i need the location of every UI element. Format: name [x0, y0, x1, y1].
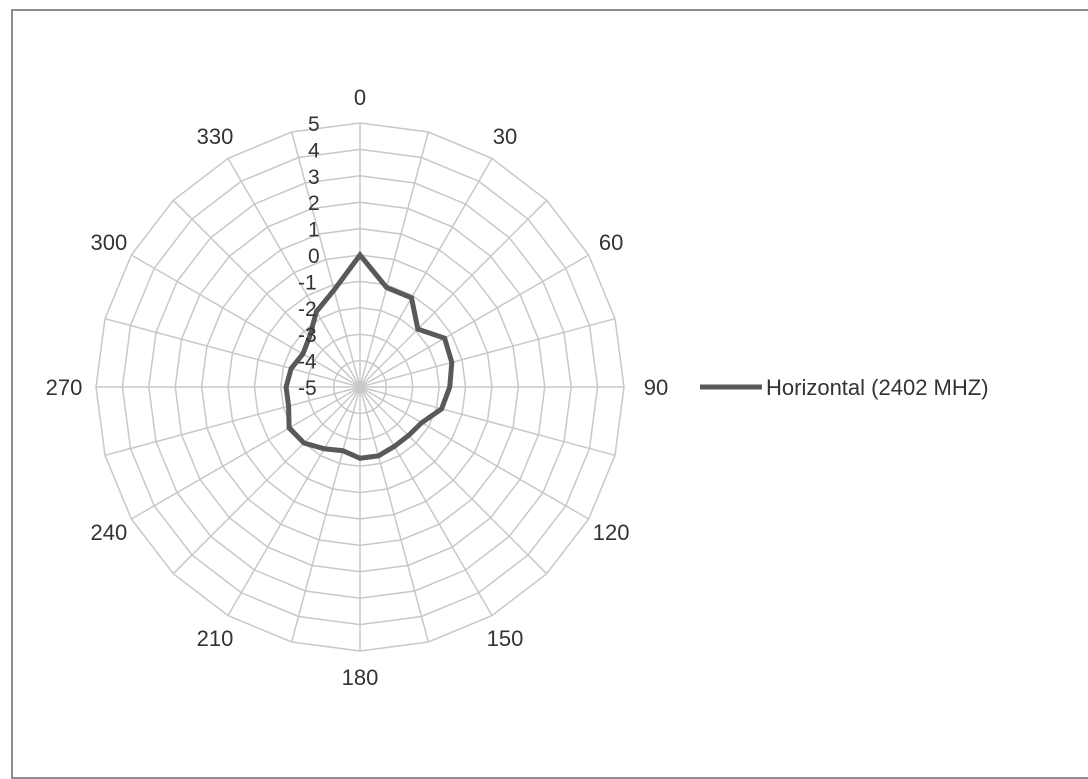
grid-spoke [359, 317, 616, 388]
radial-tick-label: -2 [298, 298, 317, 321]
grid-spoke [130, 254, 361, 388]
angle-label: 270 [46, 375, 83, 400]
grid-spoke [104, 317, 361, 388]
angle-label: 60 [599, 230, 623, 255]
grid-spoke [359, 199, 548, 388]
series-layer [283, 250, 455, 461]
radial-tick-labels: 5 4 3 2 1 0 -1 -2 -3 -4 -5 [298, 113, 320, 400]
legend: Horizontal (2402 MHZ) [700, 375, 989, 400]
legend-label: Horizontal (2402 MHZ) [766, 375, 989, 400]
grid-spoke [172, 199, 361, 388]
radial-tick-label: -4 [298, 351, 317, 374]
series-line [283, 250, 455, 461]
radial-tick-label: 0 [308, 245, 320, 268]
grid-spoke [359, 386, 430, 643]
angle-label: 30 [493, 124, 517, 149]
radial-tick-label: 4 [308, 139, 320, 162]
grid-spoke [227, 386, 361, 617]
radial-tick-label: 3 [308, 166, 320, 189]
grid-spoke [227, 157, 361, 388]
grid-spoke [359, 131, 430, 388]
grid-spoke [359, 157, 493, 388]
grid-spoke [359, 254, 590, 388]
grid-spoke [290, 131, 361, 388]
grid-spoke [104, 386, 361, 457]
grid-spoke [359, 386, 590, 520]
radial-tick-label: 5 [308, 113, 320, 136]
angle-label: 330 [197, 124, 234, 149]
radial-tick-label: -1 [298, 271, 317, 294]
grid-spoke [359, 386, 548, 575]
angle-label: 0 [354, 85, 366, 110]
angle-label: 240 [91, 520, 128, 545]
grid-spoke [290, 386, 361, 643]
radar-spokes [96, 123, 624, 651]
radial-tick-label: 1 [308, 219, 320, 242]
grid-spoke [359, 386, 616, 457]
chart-frame [11, 9, 1088, 779]
radial-tick-label: 2 [308, 192, 320, 215]
angle-label: 150 [487, 626, 524, 651]
radial-tick-label: -3 [298, 324, 317, 347]
radial-tick-label: -5 [298, 377, 317, 400]
angle-label: 210 [197, 626, 234, 651]
grid-spoke [359, 386, 493, 617]
angle-label: 120 [593, 520, 630, 545]
angle-label: 300 [91, 230, 128, 255]
angle-label: 90 [644, 375, 668, 400]
grid-spoke [172, 386, 361, 575]
grid-spoke [130, 386, 361, 520]
angle-label: 180 [342, 665, 379, 690]
